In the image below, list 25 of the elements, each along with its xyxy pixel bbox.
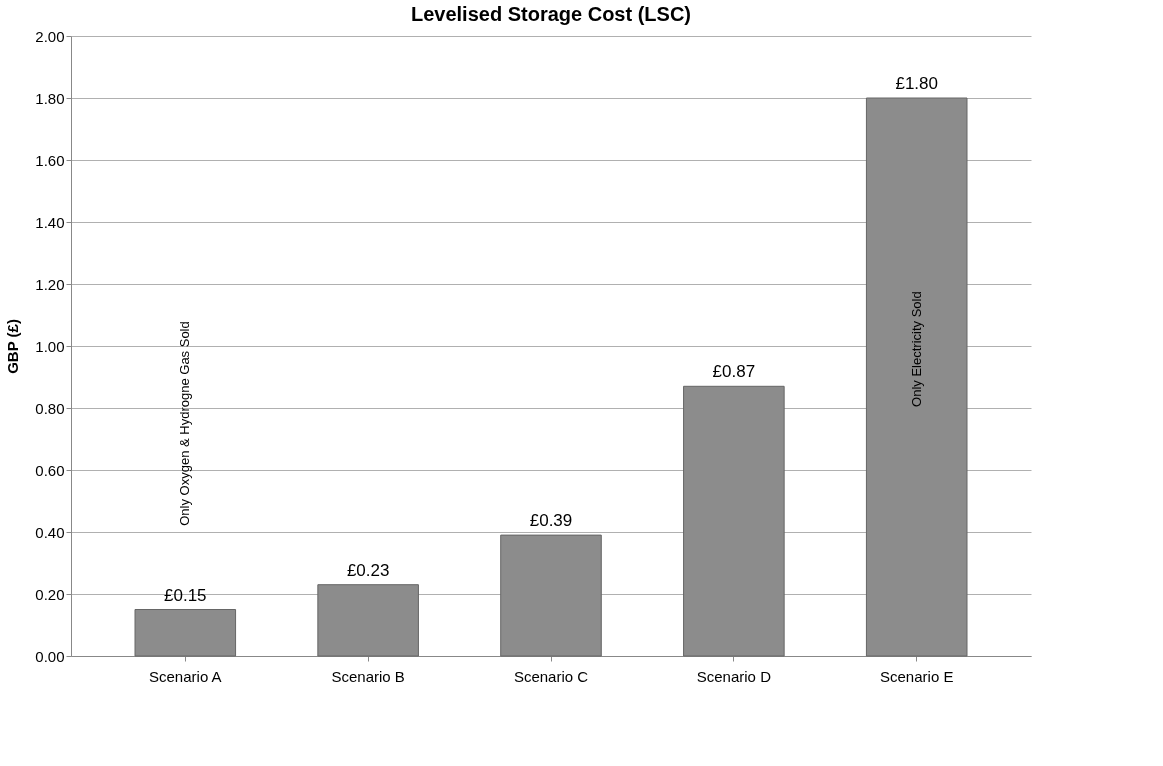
y-tick-label: 0.80 xyxy=(35,399,65,417)
data-label: £0.15 xyxy=(164,585,207,605)
y-tick-label: 1.40 xyxy=(35,213,65,231)
x-tick-label: Scenario E xyxy=(880,667,954,685)
y-tick-label: 0.20 xyxy=(35,585,65,603)
y-tick-label: 2.00 xyxy=(35,27,65,45)
y-tick-label: 1.80 xyxy=(35,89,65,107)
data-label: £1.80 xyxy=(895,74,938,93)
y-tick-label: 0.00 xyxy=(35,647,65,665)
y-tick-label: 1.20 xyxy=(35,275,65,293)
y-tick-label: 0.40 xyxy=(35,523,65,541)
annotation: Only Electricity Sold xyxy=(908,291,924,407)
y-tick-label: 1.60 xyxy=(35,151,65,169)
y-axis-title: GBP (£) xyxy=(4,319,22,374)
y-tick-label: 1.00 xyxy=(35,337,65,355)
x-tick-label: Scenario D xyxy=(696,667,772,685)
data-label: £0.23 xyxy=(346,560,390,580)
data-label: £0.39 xyxy=(529,511,573,531)
x-tick-label: Scenario B xyxy=(331,667,405,685)
chart-title: Levelised Storage Cost (LSC) xyxy=(410,3,692,25)
x-tick-label: Scenario A xyxy=(149,667,222,685)
y-tick-label: 0.60 xyxy=(35,461,65,479)
annotation: Only Oxygen & Hydrogne Gas Sold xyxy=(177,321,193,526)
x-tick-label: Scenario C xyxy=(513,667,589,685)
data-label: £0.87 xyxy=(712,362,756,382)
